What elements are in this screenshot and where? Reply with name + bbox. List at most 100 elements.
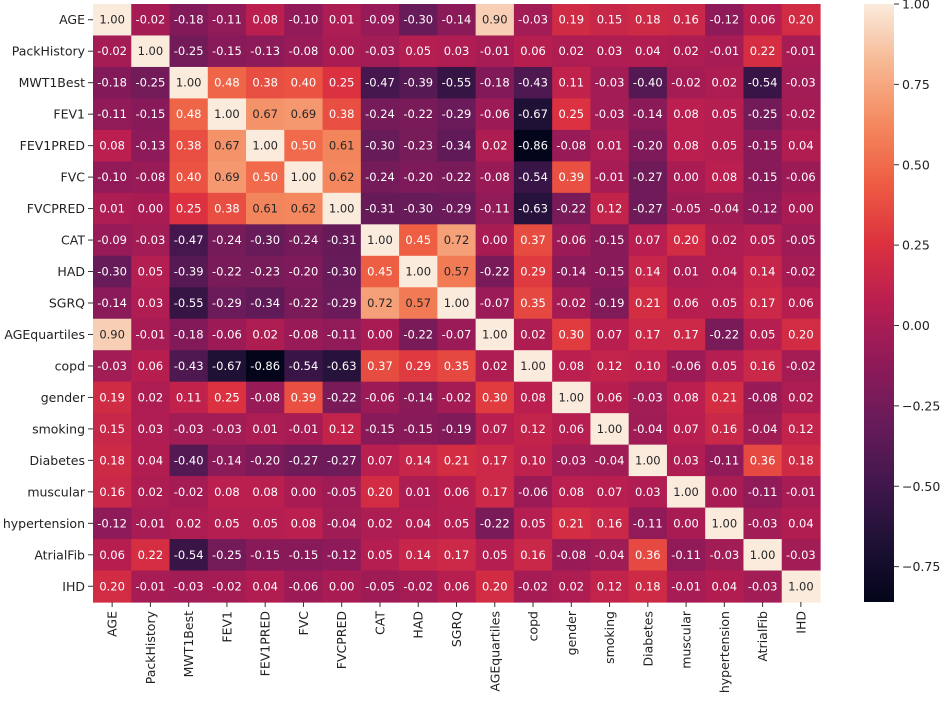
cell-value-label: 0.04 <box>712 579 738 593</box>
heatmap-cell <box>513 98 553 131</box>
cell-value-label: 0.05 <box>712 359 738 373</box>
heatmap-cell <box>705 224 745 257</box>
cell-value-label: 0.18 <box>635 579 661 593</box>
heatmap-cell <box>743 66 783 100</box>
heatmap-cell <box>131 350 171 383</box>
heatmap-cell <box>628 381 668 414</box>
heatmap-cell <box>666 161 706 194</box>
cell-value-label: 1.00 <box>138 44 164 58</box>
heatmap-cell <box>552 255 592 288</box>
heatmap-cell <box>590 350 630 383</box>
heatmap-cell <box>322 129 362 162</box>
heatmap-cell <box>169 444 209 477</box>
heatmap-cell <box>131 4 171 37</box>
heatmap-cell <box>207 4 247 37</box>
cell-value-label: 0.05 <box>712 107 738 121</box>
heatmap-cell <box>743 350 783 383</box>
heatmap-cell <box>131 318 171 351</box>
heatmap-cell <box>781 4 821 37</box>
heatmap-cell <box>246 444 285 477</box>
heatmap-cell <box>207 350 247 383</box>
heatmap-cell <box>246 4 285 37</box>
heatmap-cell <box>169 476 209 509</box>
heatmap-cell <box>360 507 400 540</box>
heatmap-cell <box>207 570 247 603</box>
heatmap-cell <box>552 507 592 540</box>
cell-value-label: -0.02 <box>786 359 816 373</box>
cell-value-label: 0.12 <box>788 422 814 436</box>
heatmap-cell <box>207 507 247 540</box>
heatmap-cell <box>169 129 209 162</box>
heatmap-cell <box>666 476 706 509</box>
heatmap-cell <box>552 4 592 37</box>
heatmap-cell <box>207 192 247 225</box>
cell-value-label: -0.24 <box>365 107 395 121</box>
heatmap-cell <box>93 287 132 320</box>
heatmap-cell <box>781 570 821 603</box>
heatmap-cell <box>552 161 592 194</box>
heatmap-cell <box>666 539 706 572</box>
cell-value-label: -0.18 <box>480 76 510 90</box>
heatmap-cell <box>93 192 132 225</box>
heatmap-cell <box>705 444 745 477</box>
cell-value-label: -0.01 <box>595 170 625 184</box>
heatmap-cell <box>169 350 209 383</box>
cell-value-label: 0.69 <box>214 170 240 184</box>
heatmap-cell <box>169 161 209 194</box>
heatmap-cell <box>475 255 515 288</box>
heatmap-cell <box>322 192 362 225</box>
heatmap-cell <box>322 224 362 257</box>
cell-value-label: 0.37 <box>367 359 393 373</box>
cell-value-label: 0.01 <box>673 265 699 279</box>
cell-value-label: 1.00 <box>750 548 776 562</box>
heatmap-cell <box>628 287 668 320</box>
cell-value-label: 0.02 <box>482 359 508 373</box>
cell-value-label: -0.25 <box>212 548 242 562</box>
heatmap-cell <box>284 192 324 225</box>
heatmap-cell <box>399 507 438 540</box>
cell-value-label: -0.22 <box>709 327 739 341</box>
cell-value-label: -0.54 <box>174 548 204 562</box>
heatmap-cell <box>93 570 132 603</box>
cell-value-label: -0.30 <box>403 202 433 216</box>
heatmap-cell <box>590 224 630 257</box>
cell-value-label: 0.40 <box>291 76 317 90</box>
cell-value-label: -0.31 <box>327 233 357 247</box>
cell-value-label: -0.04 <box>633 422 663 436</box>
y-tick-label: gender <box>41 390 86 405</box>
cell-value-label: -0.12 <box>327 548 357 562</box>
cell-value-label: 1.00 <box>444 296 470 310</box>
cell-value-label: -0.14 <box>403 390 433 404</box>
cell-value-label: 0.62 <box>329 170 355 184</box>
cell-value-label: 0.25 <box>214 390 240 404</box>
heatmap-cell <box>475 539 515 572</box>
cell-value-label: -0.09 <box>365 13 395 27</box>
cell-value-label: 0.05 <box>252 516 278 530</box>
cell-value-label: -0.06 <box>212 327 242 341</box>
cell-value-label: 0.30 <box>558 327 584 341</box>
heatmap-cell <box>590 4 630 37</box>
cell-value-label: -0.08 <box>556 139 586 153</box>
cell-value-label: 1.00 <box>635 453 661 467</box>
heatmap-cell <box>705 4 745 37</box>
cell-value-label: 0.17 <box>444 548 470 562</box>
heatmap-cell <box>284 255 324 288</box>
heatmap-cell <box>131 129 171 162</box>
cell-value-label: 0.05 <box>712 296 738 310</box>
heatmap-cell <box>513 66 553 100</box>
cell-value-label: 1.00 <box>176 76 202 90</box>
heatmap-cell <box>322 570 362 603</box>
heatmap-cell <box>475 66 515 100</box>
heatmap-cell <box>666 35 706 68</box>
cell-value-label: 0.37 <box>520 233 546 247</box>
heatmap-cell <box>552 98 592 131</box>
cell-value-label: 0.08 <box>558 359 584 373</box>
x-tick-labels: AGE PackHistory MWT1Best FEV1 FEV1PRED FVC FVC… <box>105 602 808 693</box>
heatmap-cell <box>437 444 477 477</box>
heatmap-cell <box>169 287 209 320</box>
cell-value-label: -0.01 <box>671 579 701 593</box>
cell-value-label: -0.06 <box>786 170 816 184</box>
cell-value-label: -0.54 <box>748 76 778 90</box>
heatmap-cell <box>743 507 783 540</box>
heatmap-cell <box>169 413 209 446</box>
